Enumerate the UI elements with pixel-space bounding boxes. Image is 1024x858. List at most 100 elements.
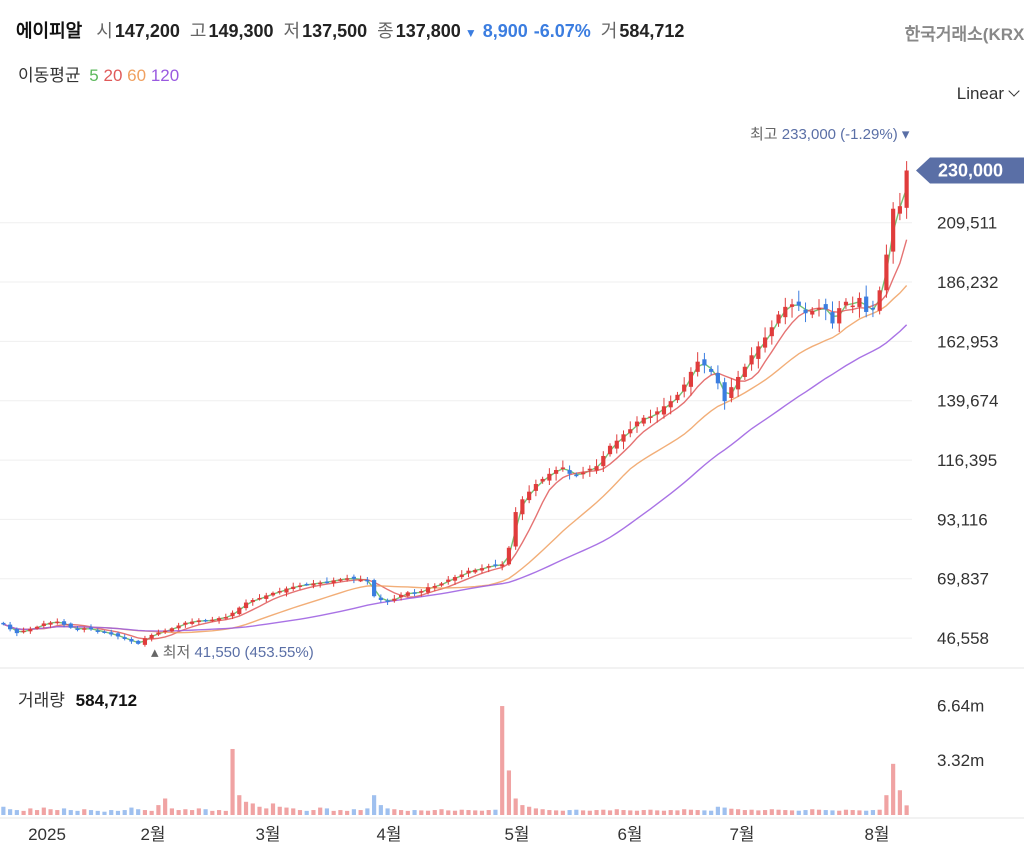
candle-body [796, 301, 801, 306]
volume-bar [877, 809, 882, 815]
x-tick-label: 6월 [617, 825, 642, 844]
volume-bar [466, 810, 471, 815]
candle-body [783, 306, 788, 318]
candle-body [446, 579, 451, 582]
candle-body [34, 626, 40, 629]
volume-bar [425, 810, 431, 815]
candle-body [830, 312, 835, 324]
candle-body [897, 206, 902, 214]
candle-body [156, 632, 161, 635]
volume-bar [722, 807, 727, 815]
volume-bar [709, 810, 714, 815]
candle-body [345, 578, 350, 580]
volume-bar [601, 809, 606, 815]
volume-bar [237, 795, 242, 815]
close-value: 137,800 [395, 21, 461, 41]
candle-body [621, 434, 626, 442]
x-tick-label: 7월 [729, 825, 754, 844]
candle-body [500, 564, 505, 567]
current-price-label: 230,000 [938, 160, 1003, 180]
volume-bars [1, 706, 909, 815]
low-annotation: ▴ 최저 41,550 (453.55%) [151, 644, 314, 661]
volume-bar [223, 810, 228, 815]
price-tick-label: 69,837 [937, 570, 989, 589]
candle-body [688, 371, 694, 387]
candle-body [702, 359, 707, 366]
candle-body [284, 588, 289, 593]
volume-bar [736, 809, 741, 815]
volume-bar [547, 810, 552, 815]
volume-bar [284, 807, 289, 815]
candle-body [580, 472, 586, 475]
moving-average-legend[interactable]: 이동평균 5 20 60 120 [18, 61, 179, 86]
candle-body [540, 478, 545, 482]
volume-panel-title: 거래량 584,712 [18, 686, 137, 711]
volume-bar [109, 810, 114, 815]
low-value: 137,500 [302, 21, 368, 41]
volume-bar [149, 810, 154, 815]
x-tick-label: 3월 [255, 825, 280, 844]
volume-bar [789, 810, 795, 815]
volume-bar [493, 809, 498, 815]
volume-bar [176, 810, 181, 815]
candle-body [243, 602, 249, 609]
volume-bar [520, 805, 525, 815]
volume-bar [607, 810, 613, 815]
volume-bar [68, 810, 73, 815]
candle-body [68, 623, 73, 628]
volume-bar [594, 810, 599, 815]
candle-body [769, 327, 774, 337]
close-label: 종 [377, 21, 394, 41]
candle-body [149, 634, 154, 639]
candle-body [742, 366, 747, 377]
candle-body [297, 585, 303, 587]
open-label: 시 [96, 21, 113, 41]
x-tick-label: 2월 [140, 825, 165, 844]
scale-selector[interactable]: Linear [956, 84, 1020, 104]
candle-body [75, 628, 80, 631]
change-percent: -6.07% [533, 21, 591, 41]
volume-bar [365, 808, 370, 815]
volume-bar [1, 806, 6, 815]
axes: 209,511 186,232 162,953 139,674 116,395 93,11… [28, 214, 998, 844]
volume-panel-label: 거래량 [18, 691, 65, 710]
candle-body [405, 592, 410, 596]
volume-bar [850, 810, 855, 815]
volume-bar [183, 809, 188, 815]
ma-120: 120 [150, 66, 180, 85]
volume-bar [891, 763, 896, 815]
candle-body [594, 466, 599, 471]
volume-bar [338, 810, 343, 815]
volume-bar [55, 810, 60, 815]
volume-bar [392, 809, 397, 815]
candle-body [163, 630, 168, 633]
volume-bar [48, 809, 53, 815]
ma-line-120 [3, 324, 908, 632]
volume-bar [122, 810, 127, 815]
candle-body [870, 307, 876, 310]
candle-body [473, 569, 478, 573]
x-tick-label: 5월 [504, 825, 529, 844]
volume-bar [816, 809, 822, 815]
candle-body [452, 577, 458, 581]
candle-body [587, 468, 592, 471]
candle-body [41, 623, 46, 626]
candle-body [102, 631, 107, 633]
candle-body [203, 619, 208, 622]
candle-body [318, 582, 323, 585]
price-tick-label: 139,674 [937, 392, 998, 411]
candle-body [257, 597, 262, 600]
volume-bar [870, 810, 876, 815]
volume-bar [351, 809, 356, 815]
stock-name[interactable]: 에이피알 [16, 21, 83, 41]
scale-label: Linear [956, 84, 1004, 103]
candle-body [506, 547, 512, 565]
price-tick-label: 162,953 [937, 332, 998, 351]
ma-20: 20 [103, 66, 123, 85]
exchange-name: 한국거래소(KRX) [904, 25, 1024, 44]
candle-body [331, 580, 336, 584]
candle-body [776, 314, 781, 324]
candle-body [88, 627, 94, 630]
high-annotation: 최고 233,000 (-1.29%) ▾ [750, 126, 910, 143]
